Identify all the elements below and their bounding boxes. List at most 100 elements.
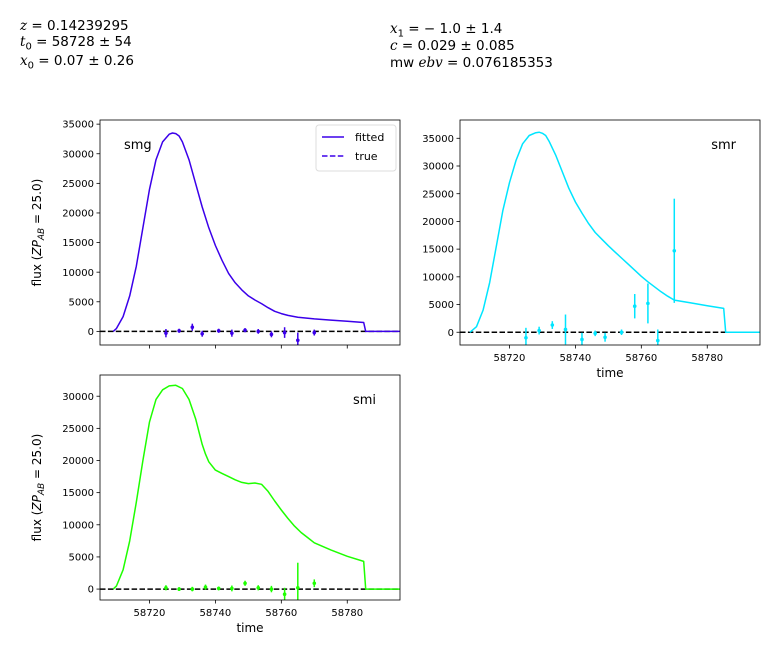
y-axis-label: flux (ZPAB = 25.0) — [30, 179, 47, 287]
data-point — [256, 585, 261, 591]
data-point — [646, 283, 650, 324]
data-marker — [164, 585, 168, 590]
data-point — [312, 579, 317, 588]
legend-label-fitted: fitted — [355, 131, 384, 144]
x-tick-label: 58720 — [134, 608, 166, 619]
data-point — [524, 327, 528, 345]
data-marker — [580, 337, 584, 342]
data-marker — [603, 335, 607, 340]
data-point — [296, 562, 300, 600]
y-tick-label: 10000 — [422, 272, 454, 283]
data-point — [177, 587, 181, 591]
data-marker — [563, 327, 568, 332]
x-tick-label: 58760 — [265, 608, 297, 619]
data-marker — [619, 330, 624, 335]
y-tick-label: 10000 — [62, 268, 94, 279]
param-c-value: 0.029 ± 0.085 — [417, 38, 515, 54]
data-marker — [312, 581, 317, 586]
band-label: smr — [711, 138, 736, 153]
data-marker — [646, 301, 650, 306]
data-marker — [230, 586, 234, 591]
data-point — [177, 328, 181, 333]
x-tick-label: 58740 — [559, 353, 591, 364]
param-x0: x0 = 0.07 ± 0.26 — [20, 53, 134, 72]
data-marker — [550, 323, 555, 327]
y-tick-label: 0 — [88, 327, 94, 338]
data-point — [632, 294, 637, 319]
plot-area — [100, 132, 400, 345]
data-point — [269, 585, 274, 593]
x-axis-label: time — [596, 366, 623, 380]
x-tick-label: 58760 — [625, 353, 657, 364]
y-tick-label: 30000 — [422, 162, 454, 173]
data-point — [593, 330, 597, 337]
series-fitted-line — [469, 131, 760, 334]
legend-label-true: true — [355, 150, 378, 163]
series-fitted-line — [112, 132, 400, 333]
y-tick-label: 20000 — [62, 456, 94, 467]
y-axis-label-zp: ZP — [30, 239, 44, 256]
data-marker — [593, 331, 597, 336]
data-marker — [256, 585, 261, 590]
param-mwebv-value: 0.076185353 — [462, 55, 553, 71]
data-marker — [200, 331, 204, 336]
data-marker — [282, 592, 287, 597]
y-axis-label: flux (ZPAB = 25.0) — [30, 434, 47, 542]
param-c: c = 0.029 ± 0.085 — [390, 38, 515, 54]
data-point — [537, 326, 541, 335]
y-axis-label-zp: ZP — [30, 494, 44, 511]
data-point — [619, 329, 624, 336]
y-axis-label-prefix: flux ( — [30, 511, 44, 542]
data-point — [282, 587, 287, 600]
data-point — [164, 329, 168, 338]
data-marker — [269, 587, 274, 591]
data-marker — [190, 325, 195, 330]
y-tick-label: 35000 — [62, 120, 94, 131]
data-point — [216, 586, 221, 591]
data-marker — [243, 328, 247, 332]
y-tick-label: 25000 — [62, 424, 94, 435]
y-axis-label-prefix: flux ( — [30, 256, 44, 287]
data-point — [243, 580, 247, 586]
data-marker — [203, 585, 208, 589]
series-fitted-line — [112, 384, 400, 590]
data-point — [190, 323, 195, 331]
data-point — [672, 198, 677, 303]
band-label: smi — [353, 393, 376, 408]
y-axis-label-ab: AB — [37, 228, 47, 241]
data-marker — [177, 587, 181, 591]
y-tick-label: 15000 — [62, 488, 94, 499]
plot-area — [460, 131, 760, 345]
data-point — [296, 332, 300, 345]
axes-frame — [99, 119, 401, 346]
x-axis-label: time — [236, 621, 263, 635]
band-label: smg — [124, 138, 152, 153]
data-marker — [656, 338, 660, 343]
y-tick-label: 30000 — [62, 392, 94, 403]
data-point — [580, 332, 584, 345]
x-tick-label: 58740 — [199, 608, 231, 619]
data-marker — [296, 338, 300, 343]
data-marker — [632, 304, 637, 309]
param-t0-value: 58728 ± 54 — [51, 34, 132, 50]
y-axis-label-ab: AB — [37, 483, 47, 496]
data-point — [164, 585, 168, 591]
y-tick-label: 10000 — [62, 520, 94, 531]
data-marker — [216, 586, 221, 591]
y-tick-label: 25000 — [422, 189, 454, 200]
data-marker — [216, 328, 221, 333]
data-point — [243, 328, 247, 333]
data-point — [190, 586, 195, 592]
y-tick-label: 35000 — [422, 134, 454, 145]
panel-smi: 0 5000 10000 15000 20000 25000 30000 58720 58740… — [30, 374, 401, 635]
param-x1: x1 = − 1.0 ± 1.4 — [390, 21, 503, 40]
data-marker — [282, 330, 287, 335]
param-x1-value: − 1.0 ± 1.4 — [423, 21, 503, 37]
y-tick-label: 20000 — [422, 217, 454, 228]
param-x0-value: 0.07 ± 0.26 — [53, 53, 134, 69]
y-tick-label: 30000 — [62, 149, 94, 160]
panel-smr: 0 5000 10000 15000 20000 25000 30000 35000 58720… — [422, 119, 761, 380]
x-tick-label: 58720 — [494, 353, 526, 364]
y-tick-label: 0 — [448, 328, 454, 339]
